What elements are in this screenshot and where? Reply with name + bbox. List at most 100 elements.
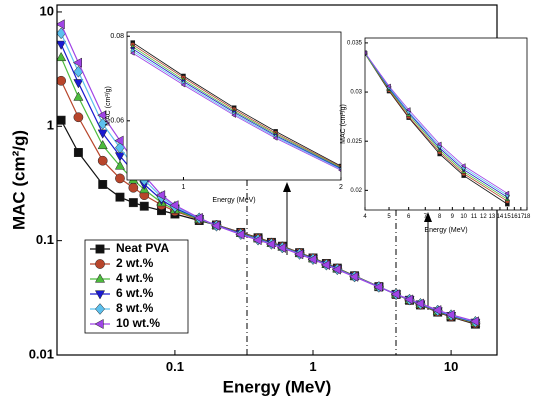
x-tick-label: 15 (504, 214, 511, 220)
series-line (365, 53, 508, 202)
axes-frame (364, 37, 528, 211)
x-tick-label: 11 (471, 214, 478, 220)
x-tick-label: 17 (517, 214, 524, 220)
marker (373, 281, 383, 293)
arrow-head (424, 212, 432, 222)
marker (97, 155, 108, 166)
marker (155, 190, 166, 201)
marker (349, 271, 359, 282)
x-tick-label: 4 (363, 214, 367, 220)
y-tick-label: 0.1 (36, 232, 54, 247)
series-line (365, 52, 508, 196)
marker (320, 259, 330, 270)
marker (307, 254, 317, 265)
plot: 4 5 6 7 8 9 10 11 12 13 14 15 16 17 18 0.02 0.025 0.03 0.0… (340, 37, 531, 234)
y-tick-label: 0.03 (350, 90, 362, 96)
marker (114, 135, 124, 146)
plot: 1 2 0.06 0.08 Energy (MeV) MAC (cm²/g) (105, 31, 343, 204)
y-tick-label: 0.02 (350, 188, 362, 194)
marker (169, 200, 179, 211)
x-tick-label: 10 (460, 214, 467, 220)
y-tick-label: 10 (40, 3, 54, 18)
plot-area (365, 49, 510, 207)
marker (405, 107, 411, 113)
marker (128, 182, 139, 193)
marker (129, 50, 135, 56)
marker (386, 83, 391, 89)
marker (115, 192, 125, 202)
marker (97, 139, 108, 150)
legend-box (84, 239, 189, 334)
plot: 0.1 1 10 0.01 0.1 1 10 Energy (MeV) MAC (cm²/g) N… (9, 3, 498, 396)
legend-marker (94, 273, 106, 283)
marker (97, 129, 108, 139)
x-axis-label: Energy (MeV) (223, 377, 332, 396)
arrow-head (283, 182, 291, 192)
marker (210, 220, 221, 231)
y-tick-label: 0.08 (110, 33, 124, 40)
y-axis-label: MAC (cm²/g) (340, 104, 347, 144)
marker (436, 141, 442, 147)
legend-marker (94, 290, 106, 300)
series-line (365, 53, 508, 200)
marker (57, 75, 67, 86)
marker (114, 160, 126, 170)
series-line (365, 53, 508, 205)
marker (235, 229, 245, 240)
marker (97, 110, 107, 121)
x-tick-label: 10 (444, 359, 458, 374)
marker (276, 242, 286, 253)
marker (57, 51, 67, 62)
marker (57, 40, 67, 50)
marker (139, 201, 149, 211)
y-tick-label: 0.025 (347, 139, 363, 145)
marker (73, 148, 83, 157)
legend-label: Neat PVA (116, 241, 169, 255)
y-axis-label: MAC (cm²/g) (9, 130, 28, 230)
marker (193, 212, 203, 223)
y-tick-label: 0.06 (110, 118, 124, 125)
y-tick-label: 0.035 (347, 40, 363, 46)
marker (72, 57, 83, 68)
y-axis-label: MAC (cm²/g) (105, 86, 112, 126)
marker (294, 249, 304, 260)
marker (445, 309, 455, 320)
inset-background (365, 38, 527, 210)
marker (272, 135, 278, 141)
legend-label: 6 wt.% (116, 286, 154, 300)
y-tick-label: 1 (47, 118, 54, 133)
series-line (365, 52, 508, 198)
marker (128, 198, 138, 208)
legend-label: 4 wt.% (116, 271, 154, 285)
marker (73, 112, 84, 123)
x-tick-label: 9 (451, 214, 455, 220)
x-tick-label: 13 (489, 214, 496, 220)
legend-marker (94, 318, 104, 330)
annotations (246, 180, 432, 355)
marker (115, 173, 125, 184)
marker (331, 264, 341, 275)
x-tick-label: 18 (524, 214, 531, 220)
x-tick-label: 16 (511, 214, 518, 220)
marker (252, 235, 262, 246)
marker (469, 316, 480, 327)
x-axis-label: Energy (MeV) (212, 197, 255, 204)
marker (231, 112, 237, 118)
marker (403, 294, 414, 305)
marker (73, 91, 84, 101)
x-tick-label: 1 (182, 184, 186, 191)
x-tick-label: 14 (497, 214, 504, 220)
x-tick-label: 12 (480, 214, 487, 220)
marker (390, 289, 400, 300)
legend-marker (95, 303, 105, 315)
plot-area (129, 40, 341, 173)
x-tick-label: 0.1 (166, 359, 184, 374)
x-tick-label: 8 (438, 214, 442, 220)
marker (265, 239, 276, 250)
legend-label: 2 wt.% (116, 256, 154, 270)
legend-marker (95, 259, 105, 269)
marker (180, 82, 186, 88)
plot-area (57, 19, 481, 329)
x-axis-label: Energy (MeV) (424, 227, 467, 234)
